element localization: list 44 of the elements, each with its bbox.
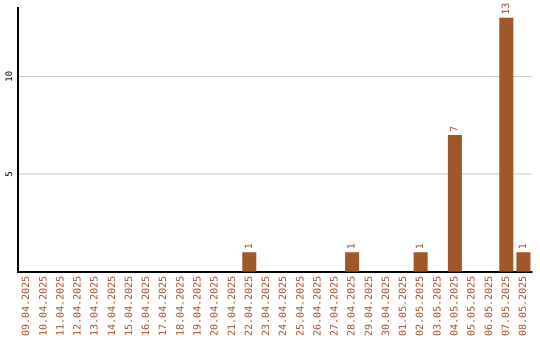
x-tick-label: 16.04.2025 [141,276,152,336]
x-tick-label: 27.04.2025 [330,276,341,336]
x-tick-label: 24.04.2025 [278,276,290,336]
bar [414,252,428,272]
x-tick-label: 05.05.2025 [466,276,478,336]
x-tick-label: 01.05.2025 [398,276,410,336]
x-tick-label: 20.04.2025 [210,276,221,336]
x-tick-label: 15.04.2025 [124,276,135,336]
data-label: 13 [500,2,512,15]
x-tick-label: 22.04.2025 [244,276,255,336]
x-tick-label: 02.05.2025 [415,276,426,336]
x-tick-label: 04.05.2025 [449,276,460,336]
x-tick-label: 12.04.2025 [72,276,84,336]
bar [516,252,530,272]
x-tick-label: 18.04.2025 [175,276,186,336]
y-tick-label: 10 [4,70,15,82]
x-tick-label: 07.05.2025 [500,276,512,336]
data-label: 1 [415,243,426,250]
x-tick-label: 28.04.2025 [346,276,358,336]
x-tick-label: 30.04.2025 [380,276,392,336]
data-label: 7 [449,126,460,132]
x-tick-label: 17.04.2025 [158,276,170,336]
x-tick-label: 13.04.2025 [90,276,101,336]
x-tick-label: 03.05.2025 [432,276,444,336]
x-tick-label: 06.05.2025 [484,276,495,336]
x-tick-label: 09.04.2025 [21,276,32,336]
x-tick-label: 14.04.2025 [106,276,118,336]
x-tick-label: 21.04.2025 [226,276,238,336]
x-tick-label: 25.04.2025 [295,276,306,336]
x-tick-label: 08.05.2025 [518,276,530,336]
bar [242,252,256,272]
bar [345,252,360,272]
x-tick-label: 23.04.2025 [261,276,272,336]
x-tick-label: 19.04.2025 [192,276,204,336]
x-tick-label: 29.04.2025 [364,276,375,336]
data-label: 1 [244,243,255,250]
bar [499,18,514,272]
data-label: 1 [518,243,530,250]
x-tick-label: 11.04.2025 [55,276,66,336]
x-tick-label: 26.04.2025 [312,276,324,336]
data-label: 1 [346,243,358,250]
y-tick-label: 5 [4,171,15,177]
x-tick-label: 10.04.2025 [38,276,50,336]
bar [448,135,462,272]
